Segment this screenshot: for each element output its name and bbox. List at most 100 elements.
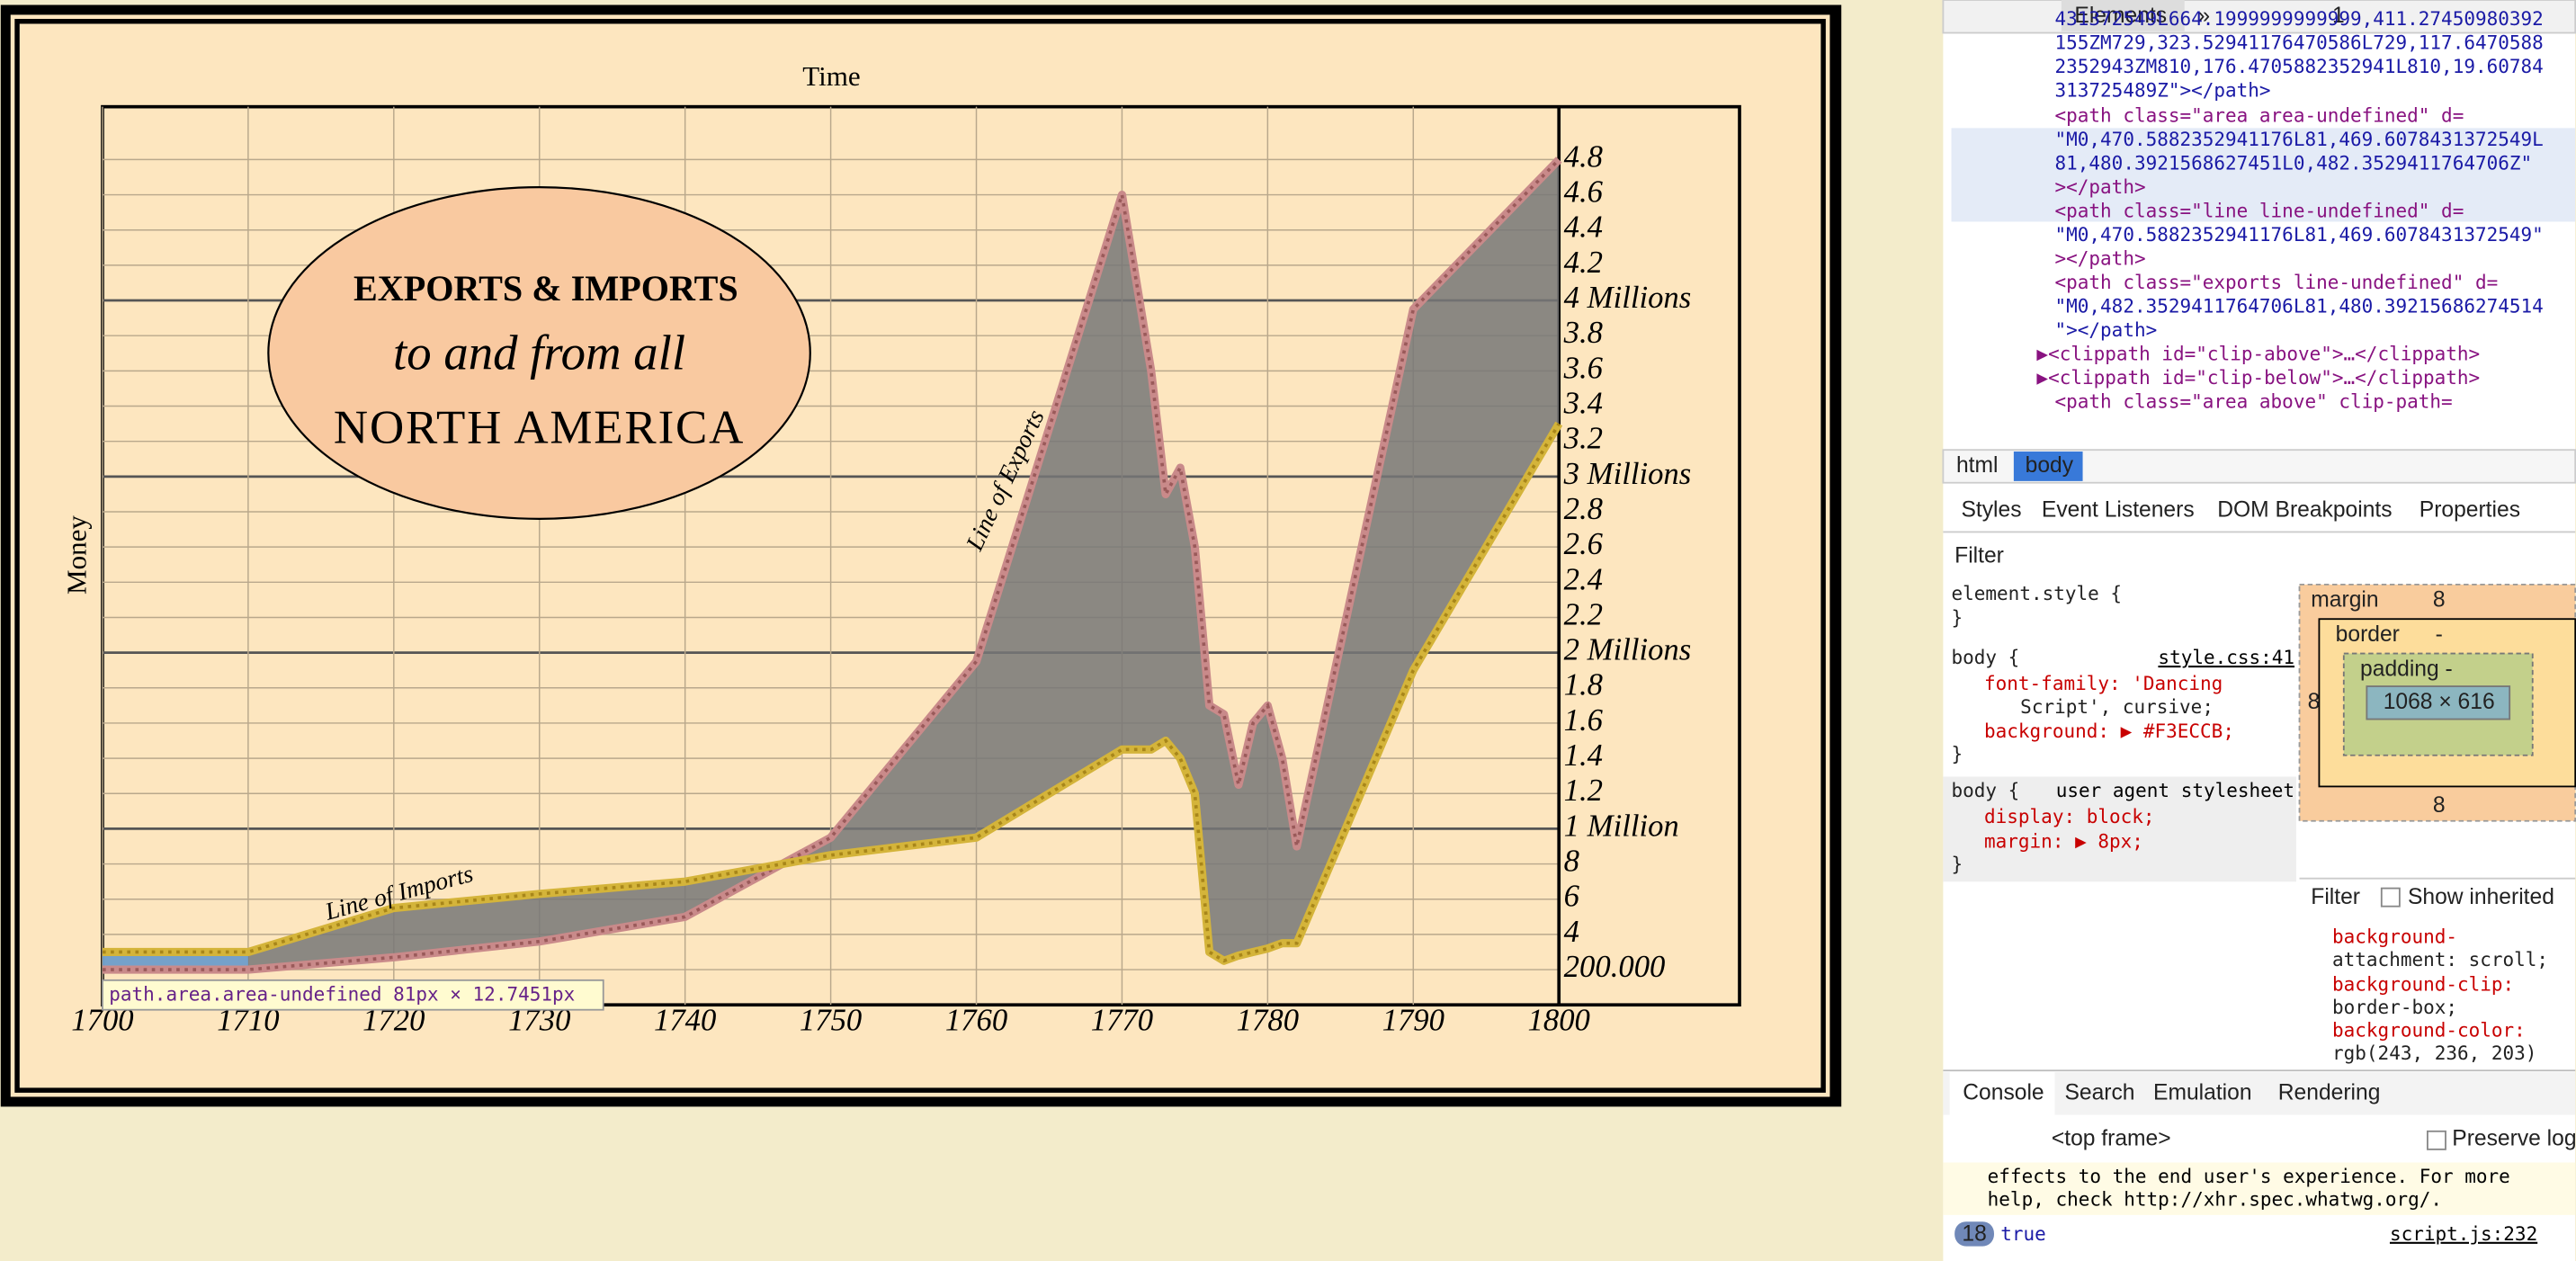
warning-count[interactable]: 1 bbox=[2332, 4, 2345, 28]
dom-line[interactable]: ▶<clippath id="clip-below">…</clippath> bbox=[2036, 367, 2480, 389]
breadcrumb[interactable]: body bbox=[2026, 453, 2074, 478]
style-line: } bbox=[1952, 607, 1963, 629]
toolbar bbox=[1942, 0, 2576, 34]
inspector-tooltip bbox=[102, 979, 604, 1011]
computed-line: background- bbox=[2332, 926, 2457, 947]
filter-input[interactable]: Filter bbox=[2311, 885, 2360, 909]
y-tick-label: 1.8 bbox=[1564, 667, 1603, 702]
y-tick-label: 2.4 bbox=[1564, 561, 1603, 596]
ui-text: padding - bbox=[2360, 657, 2453, 681]
dom-line[interactable]: <path class="exports line-undefined" d= bbox=[2055, 272, 2499, 293]
ui-text: 8 bbox=[2433, 793, 2446, 818]
y-tick-label: 1 Million bbox=[1564, 808, 1679, 843]
dom-line[interactable]: "M0,470.5882352941176L81,469.60784313725… bbox=[2055, 224, 2544, 246]
y-tick-label: 4.4 bbox=[1564, 210, 1603, 245]
console-tab[interactable]: Search bbox=[2064, 1080, 2134, 1104]
computed-line: rgb(243, 236, 203) bbox=[2332, 1042, 2536, 1064]
style-source[interactable]: style.css:41 bbox=[2158, 647, 2294, 668]
breadcrumb[interactable]: html bbox=[1956, 453, 1999, 478]
dom-line[interactable]: ▶<clippath id="clip-above">…</clippath> bbox=[2036, 343, 2480, 364]
tab[interactable]: Elements bbox=[2074, 4, 2167, 28]
ui-text: margin bbox=[2311, 588, 2378, 613]
side-tab[interactable]: Styles bbox=[1961, 497, 2021, 522]
dom-line[interactable]: ></path> bbox=[2055, 176, 2146, 198]
console-warning bbox=[1943, 1162, 2576, 1215]
side-tab[interactable]: Properties bbox=[2419, 497, 2520, 522]
checkbox[interactable] bbox=[2380, 887, 2401, 908]
inner-frame bbox=[14, 18, 1826, 1093]
x-axis-title: Time bbox=[802, 60, 860, 92]
dom-line[interactable]: "M0,482.3529411764706L81,480.39215686274… bbox=[2055, 295, 2544, 317]
bm-content bbox=[2366, 685, 2511, 720]
checkbox-label[interactable]: Preserve log bbox=[2452, 1126, 2576, 1150]
computed-line: background-color: bbox=[2332, 1019, 2526, 1041]
inspector-tooltip-text: path.area.area-undefined 81px × 12.7451p… bbox=[109, 983, 575, 1005]
filter-input[interactable]: Filter bbox=[1954, 543, 2004, 568]
console-tab[interactable]: Emulation bbox=[2153, 1080, 2252, 1104]
console-tab[interactable]: Console bbox=[1963, 1080, 2044, 1104]
side-tab[interactable]: DOM Breakpoints bbox=[2217, 497, 2392, 522]
console-tab[interactable]: Rendering bbox=[2278, 1080, 2381, 1104]
y-tick-label: 3.4 bbox=[1563, 385, 1603, 420]
style-line: } bbox=[1952, 854, 1963, 875]
ui-text: - bbox=[2436, 622, 2443, 647]
frame-select[interactable]: <top frame> bbox=[2052, 1126, 2171, 1150]
computed-line: border-box; bbox=[2332, 997, 2457, 1018]
tab-selected bbox=[2061, 0, 2185, 31]
checkbox[interactable] bbox=[2426, 1130, 2446, 1150]
ui-text: 8 bbox=[2433, 588, 2446, 613]
style-line: } bbox=[1952, 744, 1963, 765]
x-tick-label: 1790 bbox=[1382, 1002, 1445, 1037]
dom-line[interactable]: <path class="area area-undefined" d= bbox=[2055, 105, 2464, 127]
console-result: true bbox=[2000, 1223, 2046, 1245]
console-line: help, check http://xhr.spec.whatwg.org/. bbox=[1988, 1188, 2442, 1210]
y-tick-label: 3.6 bbox=[1563, 350, 1604, 385]
dom-line[interactable]: 81,480.3921568627451L0,482.3529411764706… bbox=[2055, 153, 2533, 174]
dom-line[interactable]: "M0,470.5882352941176L81,469.60784313725… bbox=[2055, 129, 2544, 150]
y-axis-title: Money bbox=[61, 515, 93, 595]
computed-line: background-clip: bbox=[2332, 973, 2514, 995]
y-tick-label: 1.4 bbox=[1564, 738, 1603, 773]
style-line: body { bbox=[1952, 780, 2020, 801]
style-source: user agent stylesheet bbox=[2056, 780, 2294, 801]
dom-line[interactable]: <path class="line line-undefined" d= bbox=[2055, 200, 2464, 221]
series-line-dots bbox=[102, 158, 1561, 971]
style-line: Script', cursive; bbox=[2020, 696, 2214, 718]
checkbox-label[interactable]: Show inherited bbox=[2408, 885, 2554, 909]
y-tick-label: 1.2 bbox=[1564, 773, 1603, 808]
x-tick-label: 1780 bbox=[1237, 1002, 1299, 1037]
dom-line[interactable]: 431372549L664.1999999999999,411.27450980… bbox=[2055, 8, 2544, 30]
title-line: NORTH AMERICA bbox=[334, 401, 745, 453]
style-line: display: block; bbox=[1984, 806, 2155, 827]
console-tab-selected bbox=[1949, 1072, 2055, 1115]
y-tick-label: 3.2 bbox=[1563, 421, 1603, 456]
style-line: element.style { bbox=[1952, 583, 2123, 604]
x-tick-label: 1750 bbox=[800, 1002, 862, 1037]
y-tick-label: 4 Millions bbox=[1564, 280, 1692, 315]
series-line-dots bbox=[102, 423, 1561, 963]
element-highlight bbox=[1951, 128, 2576, 222]
dom-line[interactable]: 2352943ZM810,176.4705882352941L810,19.60… bbox=[2055, 56, 2544, 77]
title-line: EXPORTS & IMPORTS bbox=[353, 268, 738, 309]
x-tick-label: 1800 bbox=[1528, 1002, 1590, 1037]
title-cartouche bbox=[267, 186, 811, 520]
y-tick-label: 2.6 bbox=[1564, 526, 1604, 561]
ui-text: border bbox=[2336, 622, 2400, 647]
side-tab[interactable]: Event Listeners bbox=[2042, 497, 2195, 522]
dom-line[interactable]: 155ZM729,323.52941176470586L729,117.6470… bbox=[2055, 31, 2544, 53]
tab-more[interactable]: » bbox=[2197, 4, 2210, 28]
console-source[interactable]: script.js:232 bbox=[2390, 1223, 2537, 1245]
breadcrumb-selected bbox=[2013, 452, 2083, 481]
dom-line[interactable]: 313725489Z"></path> bbox=[2055, 79, 2271, 101]
dom-line[interactable]: <path class="area above" clip-path= bbox=[2055, 390, 2453, 412]
console-line: effects to the end user's experience. Fo… bbox=[1988, 1166, 2510, 1187]
dom-line[interactable]: ></path> bbox=[2055, 247, 2146, 269]
y-tick-label: 4.8 bbox=[1564, 139, 1603, 174]
y-tick-label: 3.8 bbox=[1563, 315, 1603, 350]
y-tick-label: 2 Millions bbox=[1564, 632, 1692, 667]
dom-line[interactable]: "></path> bbox=[2055, 319, 2158, 341]
y-tick-label: 3 Millions bbox=[1563, 456, 1692, 491]
y-tick-label: 200.000 bbox=[1564, 949, 1666, 984]
